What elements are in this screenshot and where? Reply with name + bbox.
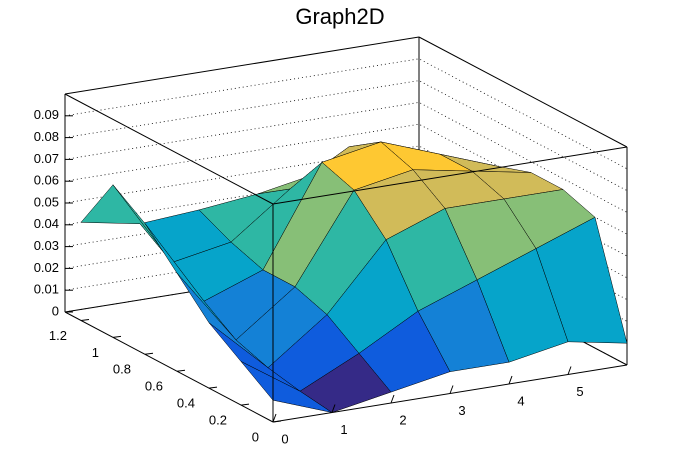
y-tick-label: 0.4	[177, 396, 195, 411]
y-tick	[240, 403, 250, 406]
y-tick-label: 1.2	[49, 328, 67, 343]
z-tick-label: 0.08	[34, 129, 59, 144]
surface-cell	[240, 361, 333, 413]
chart-title: Graph2D	[295, 4, 384, 29]
z-tick-label: 0.03	[34, 238, 59, 253]
x-tick	[567, 366, 572, 375]
x-tick	[449, 385, 454, 394]
y-tick	[208, 386, 218, 389]
y-tick-label: 0	[252, 429, 259, 444]
z-tick-label: 0.05	[34, 194, 59, 209]
z-tick-label: 0.09	[34, 107, 59, 122]
y-tick-label: 0.2	[209, 413, 227, 428]
z-tick-label: 0	[52, 303, 59, 318]
box-edge	[64, 93, 274, 205]
box-edge	[272, 146, 628, 205]
z-tick-label: 0.07	[34, 151, 59, 166]
x-tick-label: 2	[399, 412, 406, 427]
y-tick	[112, 335, 122, 338]
x-tick-label: 3	[458, 403, 465, 418]
y-tick-label: 0.6	[145, 379, 163, 394]
y-tick	[272, 420, 282, 423]
x-tick	[272, 413, 277, 423]
x-tick-label: 0	[281, 431, 288, 446]
box-edge	[418, 36, 628, 148]
x-tick	[390, 394, 395, 404]
x-tick-label: 1	[340, 422, 347, 437]
z-tick-label: 0.04	[34, 216, 59, 231]
y-axis	[64, 311, 274, 423]
y-tick-label: 1	[92, 345, 99, 360]
y-tick	[80, 318, 90, 321]
y-tick	[176, 369, 186, 372]
x-tick	[508, 375, 513, 385]
x-tick-label: 4	[517, 393, 524, 408]
z-tick-label: 0.06	[34, 173, 59, 188]
x-tick-label: 5	[576, 384, 583, 399]
y-tick	[144, 352, 154, 355]
y-tick-label: 0.8	[113, 362, 131, 377]
box-edge	[64, 36, 420, 95]
x-tick	[331, 404, 336, 413]
z-tick-label: 0.01	[34, 282, 59, 297]
z-tick-label: 0.02	[34, 260, 59, 275]
